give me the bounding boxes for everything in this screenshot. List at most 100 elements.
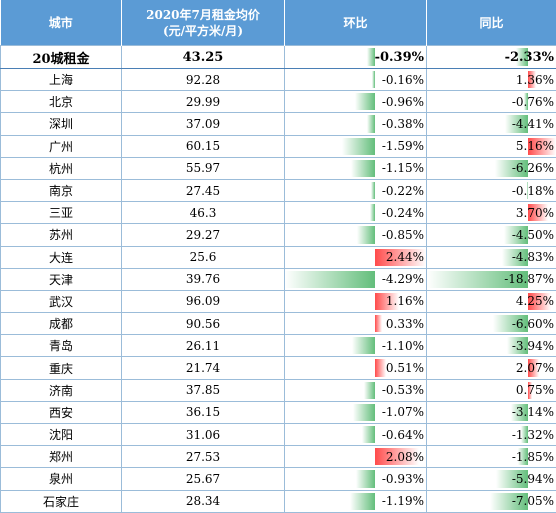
city-cell: 北京 xyxy=(0,90,122,114)
total-mom-value: -0.39% xyxy=(374,49,424,65)
yoy-cell: -1.32% xyxy=(426,422,556,447)
negative-data-bar xyxy=(511,403,529,421)
rent-cell: 46.3 xyxy=(121,201,285,225)
negative-data-bar xyxy=(350,492,376,510)
yoy-value: -1.32% xyxy=(511,427,554,442)
rent-cell: 37.09 xyxy=(121,112,285,136)
positive-data-bar xyxy=(375,359,386,377)
yoy-value: -6.60% xyxy=(511,316,554,331)
mom-value: -0.16% xyxy=(381,72,424,87)
rent-cell: 29.99 xyxy=(121,90,285,114)
yoy-value: -0.76% xyxy=(511,94,554,109)
yoy-value: 0.75% xyxy=(515,383,554,398)
positive-data-bar xyxy=(375,292,400,311)
yoy-value: -5.94% xyxy=(511,471,554,486)
yoy-value: 5.16% xyxy=(515,139,554,154)
negative-data-bar xyxy=(427,270,529,288)
mom-value: -0.96% xyxy=(381,94,424,109)
city-cell: 广州 xyxy=(0,134,122,158)
negative-data-bar xyxy=(518,448,529,466)
table-row: 武汉 96.09 1.16% 4.25% xyxy=(0,289,556,314)
table-row: 三亚 46.3 -0.24% 3.70% xyxy=(0,201,556,225)
mom-cell: 0.51% xyxy=(284,356,427,380)
rent-cell: 28.34 xyxy=(121,489,285,513)
negative-data-bar xyxy=(370,181,376,200)
total-rent: 43.25 xyxy=(121,45,285,69)
negative-data-bar xyxy=(361,426,376,444)
negative-data-bar xyxy=(352,403,376,421)
yoy-value: 1.36% xyxy=(515,72,554,87)
yoy-cell: -0.76% xyxy=(426,90,556,114)
table-row: 泉州 25.67 -0.93% -5.94% xyxy=(0,467,556,491)
table-row: 天津 39.76 -4.29% -18.87% xyxy=(0,267,556,291)
total-row: 20城租金 43.25 -0.39% -2.33% xyxy=(0,45,556,69)
yoy-cell: -6.60% xyxy=(426,312,556,336)
yoy-cell: -6.26% xyxy=(426,156,556,180)
city-cell: 深圳 xyxy=(0,112,122,136)
yoy-cell: 1.36% xyxy=(426,67,556,92)
rent-cell: 60.15 xyxy=(121,134,285,158)
city-cell: 重庆 xyxy=(0,356,122,380)
rent-cell: 29.27 xyxy=(121,223,285,247)
table-row: 广州 60.15 -1.59% 5.16% xyxy=(0,134,556,158)
yoy-cell: -4.83% xyxy=(426,245,556,269)
mom-cell: 2.44% xyxy=(284,245,427,269)
city-cell: 西安 xyxy=(0,400,122,425)
table-row: 重庆 21.74 0.51% 2.07% xyxy=(0,356,556,380)
negative-data-bar xyxy=(515,48,529,66)
header-rent-line2: (元/平方米/月) xyxy=(162,23,244,38)
mom-value: -0.24% xyxy=(381,205,424,220)
yoy-value: -0.18% xyxy=(511,183,554,198)
yoy-value: -18.87% xyxy=(504,272,554,287)
table-row: 上海 92.28 -0.16% 1.36% xyxy=(0,67,556,92)
city-cell: 沈阳 xyxy=(0,422,122,447)
yoy-value: -4.41% xyxy=(511,116,554,131)
yoy-cell: -4.41% xyxy=(426,112,556,136)
rent-cell: 96.09 xyxy=(121,289,285,314)
mom-cell: -1.07% xyxy=(284,400,427,425)
mom-cell: -0.38% xyxy=(284,112,427,136)
mom-value: 0.51% xyxy=(385,361,424,376)
negative-data-bar xyxy=(341,137,376,155)
city-cell: 青岛 xyxy=(0,334,122,358)
rent-cell: 27.45 xyxy=(121,178,285,203)
negative-data-bar xyxy=(367,48,376,66)
negative-data-bar xyxy=(364,381,376,399)
negative-data-bar xyxy=(504,226,529,244)
yoy-cell: -0.18% xyxy=(426,178,556,203)
negative-data-bar xyxy=(507,337,529,355)
total-yoy: -2.33% xyxy=(426,45,556,69)
mom-cell: -0.53% xyxy=(284,378,427,402)
city-cell: 南京 xyxy=(0,178,122,203)
mom-cell: -0.85% xyxy=(284,223,427,247)
mom-value: -1.07% xyxy=(381,405,424,420)
negative-data-bar xyxy=(367,115,376,133)
negative-data-bar xyxy=(285,270,376,288)
yoy-value: -6.26% xyxy=(511,161,554,176)
mom-cell: -0.96% xyxy=(284,90,427,114)
mom-value: -4.29% xyxy=(381,272,424,287)
table-row: 成都 90.56 0.33% -6.60% xyxy=(0,312,556,336)
city-cell: 泉州 xyxy=(0,467,122,491)
positive-data-bar xyxy=(528,204,549,222)
header-mom: 环比 xyxy=(284,0,427,46)
yoy-value: -4.50% xyxy=(511,227,554,242)
positive-data-bar xyxy=(528,71,536,89)
yoy-cell: 2.07% xyxy=(426,356,556,380)
rent-cell: 26.11 xyxy=(121,334,285,358)
yoy-value: -1.85% xyxy=(511,449,554,464)
mom-value: -0.53% xyxy=(381,383,424,398)
mom-value: -0.38% xyxy=(381,116,424,131)
rent-cell: 36.15 xyxy=(121,400,285,425)
city-cell: 上海 xyxy=(0,67,122,92)
positive-data-bar xyxy=(375,248,426,266)
negative-data-bar xyxy=(357,226,376,244)
mom-value: -0.22% xyxy=(381,183,424,198)
table-row: 济南 37.85 -0.53% 0.75% xyxy=(0,378,556,402)
table-row: 青岛 26.11 -1.10% -3.94% xyxy=(0,334,556,358)
mom-value: -1.10% xyxy=(381,338,424,353)
yoy-value: -3.94% xyxy=(511,338,554,353)
yoy-cell: -3.94% xyxy=(426,334,556,358)
mom-cell: -1.15% xyxy=(284,156,427,180)
mom-value: -1.15% xyxy=(381,161,424,176)
